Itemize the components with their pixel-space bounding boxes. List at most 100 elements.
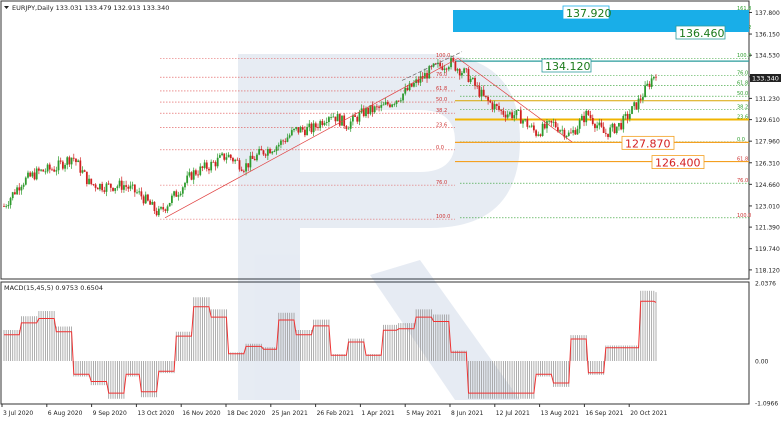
candle [147, 193, 149, 202]
candle [502, 107, 505, 118]
macd-tick-label: 0.00 [755, 359, 769, 366]
candle [386, 100, 389, 107]
fib-right-label: 61.8 [737, 81, 748, 87]
channel-line [401, 51, 463, 81]
candle [249, 151, 252, 171]
candle [116, 184, 119, 191]
candle [77, 159, 80, 163]
candle [225, 152, 228, 164]
candle [151, 199, 154, 205]
candle [524, 118, 527, 122]
candle [382, 101, 385, 106]
fib-right-label: 0.0 [737, 137, 745, 143]
candle [565, 135, 568, 140]
candle [197, 170, 199, 178]
price-tick-label: 127.960 [755, 139, 780, 146]
candle [68, 155, 71, 168]
candle [644, 81, 646, 98]
candle [341, 115, 343, 126]
candle [79, 157, 82, 176]
candle [256, 152, 258, 162]
candle [402, 93, 404, 104]
candle [321, 119, 324, 127]
price-tick-label: 119.740 [755, 246, 780, 253]
candle [378, 105, 380, 112]
candle [578, 118, 581, 134]
candle [589, 110, 592, 121]
svg-text:136.460: 136.460 [679, 27, 725, 40]
candle [260, 145, 263, 151]
candle [96, 187, 99, 190]
candle [269, 147, 271, 154]
candle [369, 105, 372, 116]
candle [391, 103, 394, 108]
candle [85, 171, 88, 187]
candle [587, 109, 590, 116]
candle [432, 63, 435, 68]
candle [131, 181, 134, 190]
retracement-line [457, 57, 573, 143]
candle [101, 181, 104, 193]
current-price-tag [750, 74, 781, 82]
candle [358, 109, 361, 126]
candle [258, 146, 261, 156]
candle [319, 119, 322, 131]
candle [314, 121, 317, 131]
fib-right-label: 100.0 [737, 213, 751, 219]
candle [454, 60, 457, 72]
candle [218, 153, 221, 159]
candle [306, 123, 309, 136]
candle [212, 160, 215, 163]
candle [498, 102, 500, 112]
candle [275, 145, 278, 155]
candle [240, 166, 243, 172]
svg-text:127.870: 127.870 [625, 137, 671, 150]
candle [591, 114, 594, 126]
candle [61, 160, 64, 171]
candle [530, 123, 533, 128]
candle [537, 131, 540, 137]
candle [554, 119, 557, 129]
fib-left-label: 76.0 [436, 72, 447, 78]
candle [476, 82, 479, 89]
candle [301, 125, 304, 133]
candle [194, 168, 197, 177]
time-tick-label: 16 Sep 2021 [585, 410, 623, 417]
candle [282, 139, 285, 145]
candle [506, 110, 509, 120]
candle [286, 133, 289, 143]
candle [367, 106, 370, 119]
svg-text:134.120: 134.120 [545, 60, 591, 73]
price-tick-label: 129.610 [755, 117, 780, 124]
macd-label: MACD(15,45,5) 0.9753 0.6504 [4, 284, 103, 292]
candle [620, 119, 623, 131]
candle [393, 102, 396, 107]
fib-left-label: 100.0 [436, 53, 450, 59]
candle [216, 153, 219, 169]
candle [572, 126, 575, 136]
candle [362, 105, 365, 118]
candle [323, 120, 326, 127]
candle [613, 122, 616, 134]
candle [171, 193, 173, 206]
candle [238, 157, 241, 172]
candle [308, 120, 311, 132]
candle [561, 125, 564, 135]
candle [125, 180, 128, 191]
candle [120, 176, 123, 193]
fib-right-label: 50.0 [737, 91, 748, 97]
candle [11, 191, 14, 201]
candle [567, 130, 570, 137]
candle [164, 208, 167, 214]
candle [445, 67, 448, 73]
candle [297, 127, 300, 135]
candle [356, 115, 359, 124]
candle [389, 102, 391, 109]
candle [611, 122, 614, 132]
target-high-label: 137.920 [562, 5, 612, 20]
candle [485, 95, 487, 99]
candle [142, 194, 145, 206]
candle [280, 138, 282, 149]
resistance-label: 134.120 [541, 58, 592, 73]
